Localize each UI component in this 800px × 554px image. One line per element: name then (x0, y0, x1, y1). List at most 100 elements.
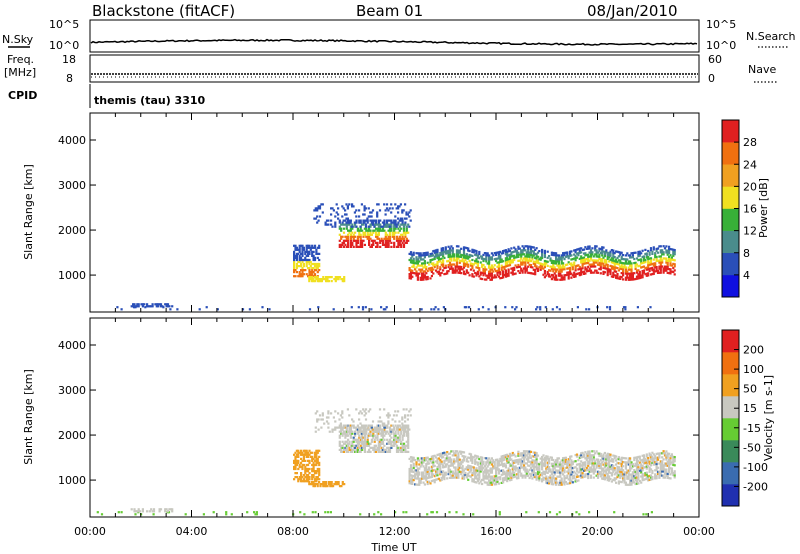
power-echo (405, 227, 408, 230)
power-echo (430, 274, 433, 278)
power-echo (627, 266, 630, 269)
power-echo (527, 247, 530, 250)
power-echo (507, 264, 510, 267)
power-echo (548, 255, 551, 258)
power-echo (663, 257, 667, 260)
velocity-echo (560, 459, 563, 462)
velocity-echo (584, 451, 587, 454)
velocity-echo (212, 511, 215, 514)
velocity-echo (408, 469, 411, 473)
velocity-echo (401, 446, 404, 449)
velocity-echo (668, 460, 671, 463)
velocity-echo (529, 475, 533, 478)
velocity-echo (432, 455, 435, 458)
power-echo (377, 227, 380, 230)
power-echo (450, 255, 453, 258)
velocity-echo (361, 436, 364, 439)
velocity-echo (447, 471, 450, 474)
power-echo (312, 262, 315, 266)
power-echo (371, 209, 375, 212)
power-echo (599, 266, 602, 269)
power-echo (513, 254, 516, 257)
power-echo (541, 263, 544, 266)
power-echo (293, 271, 296, 274)
power-echo (553, 268, 556, 271)
power-echo (398, 225, 401, 228)
velocity-echo (361, 440, 364, 443)
velocity-echo (631, 481, 634, 484)
velocity-echo (376, 430, 379, 433)
velocity-echo (341, 432, 344, 435)
velocity-echo (383, 422, 386, 425)
power-echo (478, 250, 481, 254)
power-echo (430, 308, 433, 311)
power-echo (348, 229, 351, 232)
power-echo (432, 258, 435, 261)
power-echo (311, 250, 314, 253)
power-echo (525, 259, 528, 262)
velocity-echo (317, 418, 320, 421)
power-echo (571, 274, 574, 277)
power-echo (490, 256, 493, 259)
velocity-echo (475, 477, 478, 480)
velocity-echo (602, 455, 605, 458)
power-echo (302, 246, 305, 249)
power-echo (307, 275, 310, 278)
power-echo (517, 247, 520, 250)
velocity-echo (482, 466, 485, 470)
power-echo (308, 260, 311, 264)
velocity-echo (400, 440, 403, 443)
velocity-echo (668, 477, 671, 480)
power-echo (455, 257, 459, 260)
velocity-echo (545, 455, 548, 458)
power-echo (546, 264, 549, 267)
velocity-echo (616, 457, 619, 460)
power-echo (429, 259, 432, 262)
velocity-echo (426, 470, 429, 473)
power-echo (440, 253, 443, 256)
velocity-echo (563, 481, 566, 484)
velocity-echo (301, 451, 304, 454)
velocity-echo (478, 457, 481, 461)
power-echo (356, 235, 359, 238)
velocity-echo (488, 475, 491, 478)
velocity-echo (352, 436, 355, 439)
velocity-echo (532, 467, 535, 470)
velocity-echo (359, 446, 362, 449)
power-colorbar-tick-label: 24 (743, 158, 757, 171)
power-echo (462, 262, 466, 265)
velocity-echo (334, 483, 337, 486)
power-echo (652, 258, 655, 261)
velocity-echo (567, 462, 570, 465)
velocity-echo (347, 424, 350, 427)
velocity-echo (315, 478, 318, 481)
velocity-echo (453, 476, 456, 479)
velocity-echo (401, 448, 404, 451)
velocity-echo (521, 466, 524, 469)
velocity-echo (478, 468, 481, 471)
velocity-echo (520, 464, 523, 467)
power-echo (421, 264, 424, 267)
power-colorbar-cell (722, 252, 739, 276)
velocity-echo (317, 428, 320, 431)
velocity-echo (297, 478, 300, 481)
velocity-echo (402, 408, 405, 411)
velocity-echo (464, 455, 467, 458)
velocity-echo (297, 453, 300, 456)
velocity-echo (608, 477, 611, 480)
power-echo (363, 205, 366, 208)
power-echo (463, 306, 466, 309)
power-ytick-label: 3000 (58, 179, 86, 192)
power-echo (426, 251, 429, 254)
velocity-echo (425, 467, 428, 470)
power-echo (467, 271, 470, 274)
velocity-echo (398, 436, 401, 439)
power-echo (358, 235, 361, 238)
velocity-echo (624, 457, 627, 460)
velocity-echo (293, 453, 296, 456)
power-echo (549, 259, 552, 262)
power-echo (479, 255, 482, 258)
power-echo (649, 263, 653, 266)
velocity-echo (315, 461, 318, 464)
